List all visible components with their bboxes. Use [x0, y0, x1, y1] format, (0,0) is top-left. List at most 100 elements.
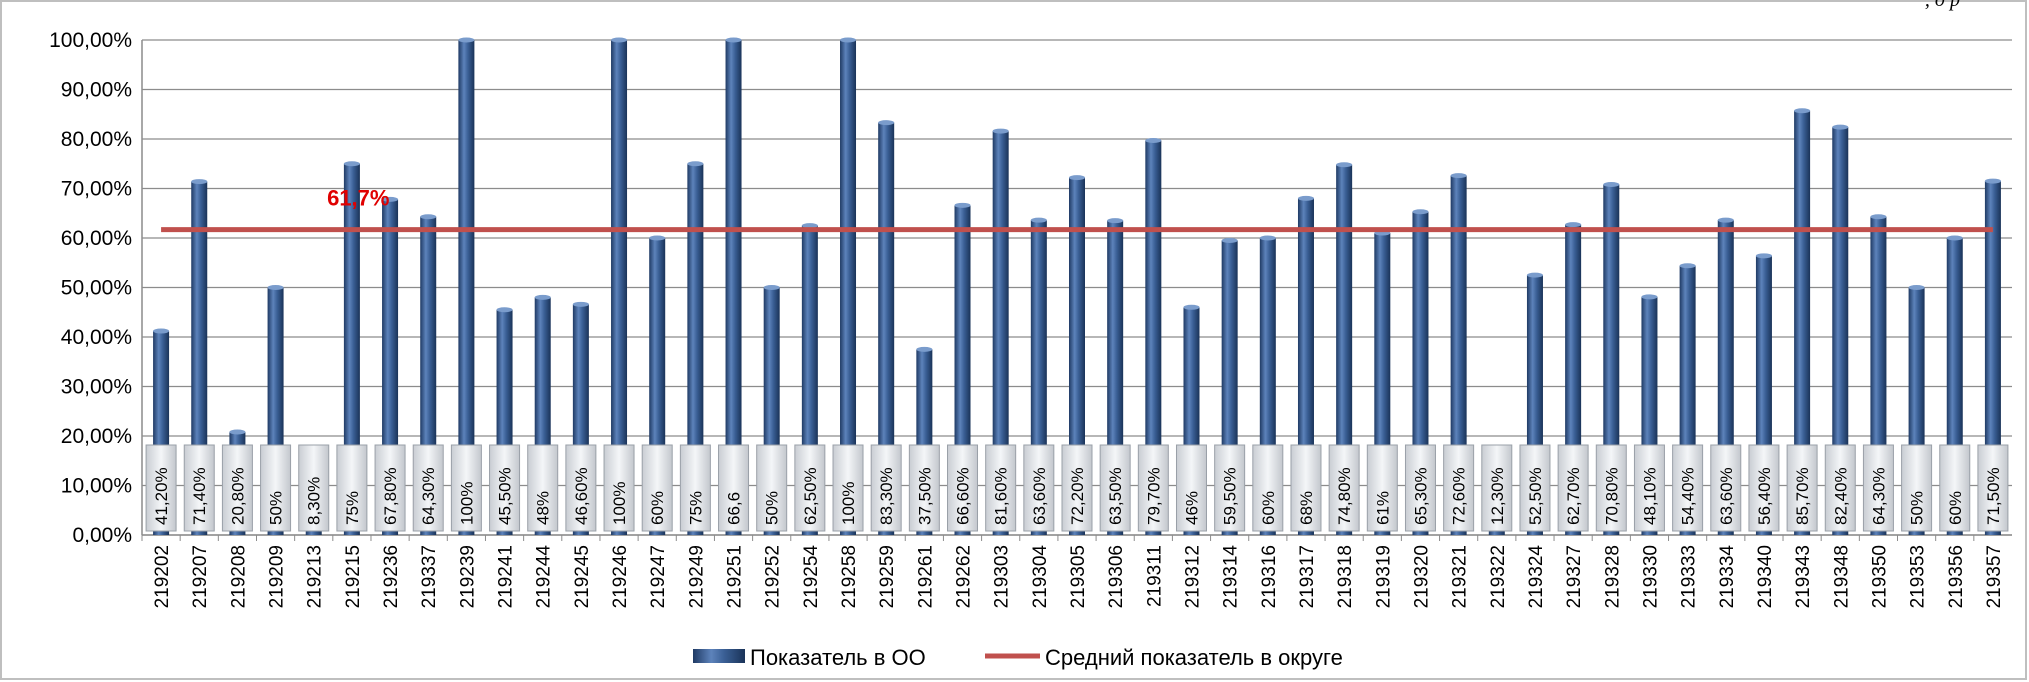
bar-cap [611, 37, 628, 43]
y-tick-label: 20,00% [61, 425, 132, 448]
bar [1794, 110, 1811, 535]
x-tick-label: 219327 [1564, 545, 1585, 608]
data-label: 60% [1259, 491, 1278, 525]
data-label-box [1175, 444, 1207, 532]
x-tick-label: 219258 [839, 545, 860, 608]
data-label-box [1557, 444, 1589, 532]
bar-cap [191, 179, 208, 185]
data-label-box [412, 444, 444, 532]
data-label: 66,60% [954, 467, 973, 525]
data-label-box [1748, 444, 1780, 532]
x-tick-label: 219262 [954, 545, 975, 608]
bar-cap [1030, 217, 1047, 223]
x-tick-label: 219208 [228, 545, 249, 608]
data-label: 60% [1946, 491, 1965, 525]
data-label: 46% [1182, 491, 1201, 525]
bar-cap [1450, 173, 1467, 179]
data-label: 61% [1373, 491, 1392, 525]
y-tick-label: 80,00% [61, 128, 132, 151]
bar-cap [1297, 195, 1314, 201]
bar-cap [1336, 162, 1353, 168]
bar [458, 40, 475, 535]
x-tick-label: 219328 [1602, 545, 1623, 608]
data-label-box [145, 444, 177, 532]
bar-cap [1183, 304, 1200, 310]
data-label: 72,60% [1450, 467, 1469, 525]
bar [1145, 140, 1162, 536]
x-tick-label: 219247 [648, 545, 669, 608]
x-tick-label: 219320 [1411, 545, 1432, 608]
data-label: 100% [610, 482, 629, 525]
bar-cap [878, 120, 895, 126]
bar-cap [1526, 272, 1543, 278]
data-label: 81,60% [992, 467, 1011, 525]
bar-cap [992, 128, 1009, 134]
data-label: 68% [1297, 491, 1316, 525]
x-tick-label: 219209 [267, 545, 288, 608]
bar-cap [458, 37, 475, 43]
data-label: 100% [457, 482, 476, 525]
data-label: 62,70% [1564, 467, 1583, 525]
data-label-box [718, 444, 750, 532]
y-axis-ticks: 0,00% 10,00% 20,00% 30,00% 40,00% 50,00% 60,00… [49, 29, 132, 547]
data-label-box [1519, 444, 1551, 532]
data-label: 63,60% [1030, 467, 1049, 525]
bar [687, 163, 704, 535]
bar-cap [343, 161, 360, 167]
bar-cap [1221, 237, 1238, 243]
data-label: 63,50% [1106, 467, 1125, 525]
bar-cap [1412, 209, 1429, 215]
bar-cap [229, 429, 246, 435]
bar-cap [267, 285, 284, 290]
data-label: 41,20% [152, 467, 171, 525]
data-label-box [756, 444, 788, 532]
x-tick-label: 219318 [1335, 545, 1356, 608]
data-label: 74,80% [1335, 467, 1354, 525]
data-label-box [908, 444, 940, 532]
x-tick-label: 219251 [725, 545, 746, 608]
x-tick-label: 219241 [496, 545, 517, 608]
x-tick-label: 219236 [381, 545, 402, 608]
bar-cap [916, 346, 933, 352]
x-tick-label: 219306 [1106, 545, 1127, 608]
bar-cap [763, 285, 780, 290]
x-tick-label: 219254 [801, 545, 822, 609]
data-label-box [1061, 444, 1093, 532]
data-label: 50% [267, 491, 286, 525]
x-tick-label: 219252 [763, 545, 784, 608]
data-label: 48% [534, 491, 553, 525]
data-label: 48,10% [1640, 467, 1659, 525]
data-label: 66,6 [725, 492, 744, 525]
bar-cap [1717, 217, 1734, 223]
x-tick-label: 219239 [457, 545, 478, 608]
bar [343, 163, 360, 535]
bar [611, 40, 628, 535]
data-label-box [832, 444, 864, 532]
data-label: 62,50% [801, 467, 820, 525]
data-label: 46,60% [572, 467, 591, 525]
data-label: 85,70% [1793, 467, 1812, 525]
x-tick-label: 219305 [1068, 545, 1089, 608]
bar-cap [1679, 263, 1696, 269]
data-label: 12,30% [1488, 467, 1507, 525]
y-tick-label: 30,00% [61, 376, 132, 399]
bar-cap [496, 307, 513, 313]
bar-cap [534, 294, 551, 300]
data-label-box [298, 444, 330, 532]
data-label: 65,30% [1411, 467, 1430, 525]
data-label: 100% [839, 482, 858, 525]
x-tick-label: 219322 [1488, 545, 1509, 608]
y-tick-label: 10,00% [61, 475, 132, 498]
y-tick-label: 40,00% [61, 326, 132, 349]
data-label-box [1137, 444, 1169, 532]
bar-cap [1908, 285, 1925, 290]
data-label-box [1595, 444, 1627, 532]
data-label: 72,20% [1068, 467, 1087, 525]
x-tick-label: 219249 [686, 545, 707, 608]
bar-cap [1832, 124, 1849, 130]
bar-cap [572, 301, 589, 307]
bar-cap [1641, 294, 1658, 300]
x-tick-label: 219317 [1297, 545, 1318, 608]
bar-cap [840, 37, 857, 43]
x-tick-label: 219311 [1144, 545, 1165, 607]
